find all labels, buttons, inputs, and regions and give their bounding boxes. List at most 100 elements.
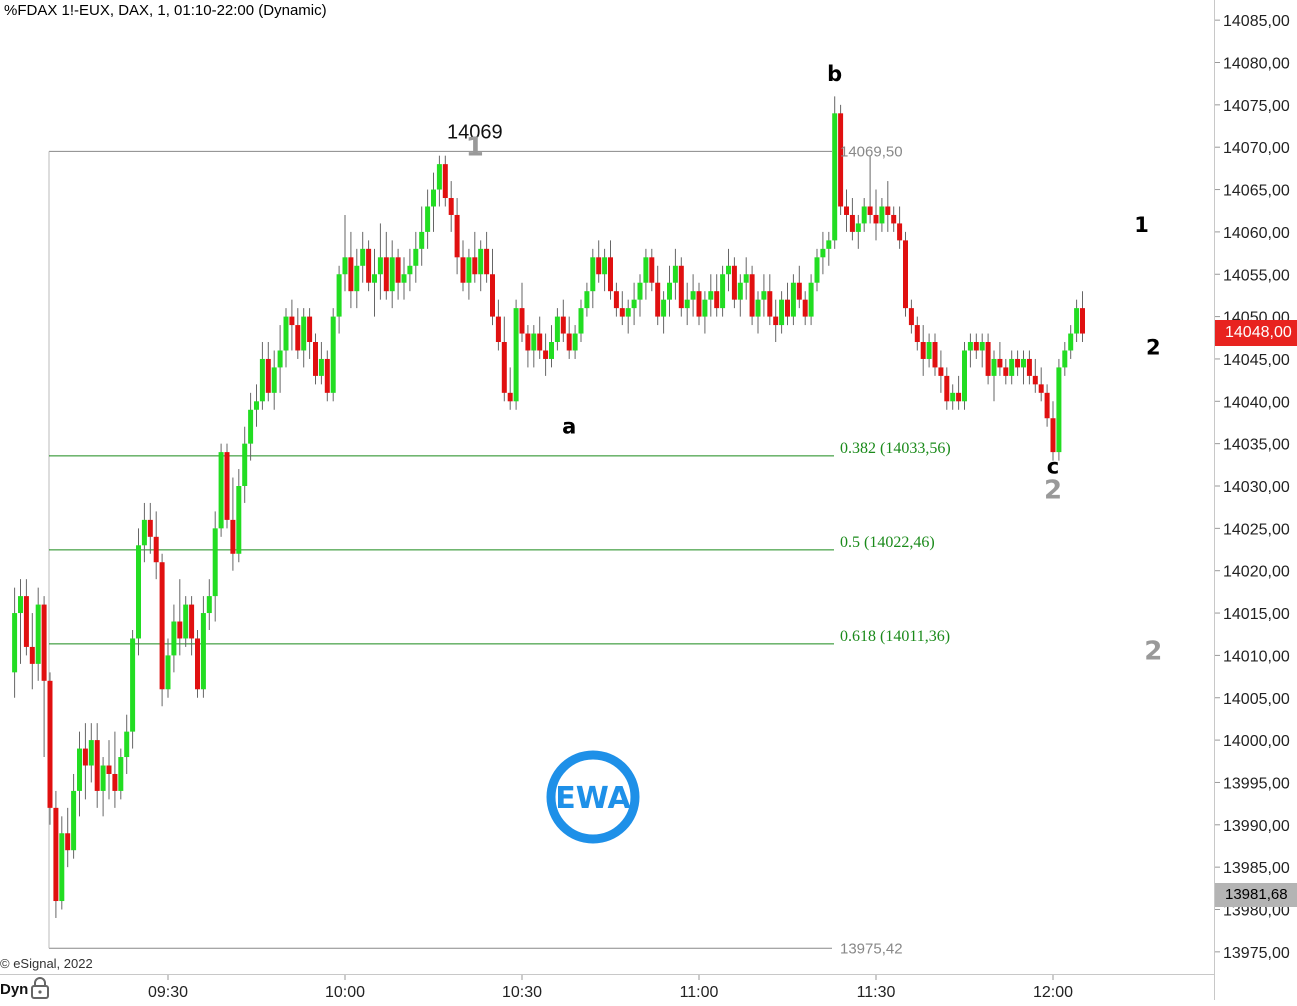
y-tick-label: 14025,00: [1223, 521, 1290, 538]
candle-body: [537, 333, 543, 351]
candle-body: [702, 299, 708, 317]
candle: [330, 308, 336, 402]
candle: [206, 579, 212, 630]
candle: [1068, 325, 1074, 359]
candle-body: [678, 265, 684, 309]
candle-body: [478, 248, 484, 275]
candle-body: [466, 257, 472, 283]
y-tick-label: 14075,00: [1223, 98, 1290, 115]
candle: [413, 231, 419, 283]
candle-body: [366, 248, 372, 283]
candle-body: [189, 604, 195, 639]
candle-body: [342, 257, 348, 275]
candle: [1050, 401, 1056, 461]
candle-body: [826, 240, 832, 249]
dynamic-mode-label[interactable]: Dyn: [0, 981, 29, 998]
copyright-text: © eSignal, 2022: [0, 956, 93, 971]
candle: [389, 240, 395, 309]
candle-body: [136, 545, 141, 639]
candle-body: [425, 206, 431, 232]
candle: [702, 291, 708, 334]
candle-body: [908, 308, 914, 326]
candle-body: [602, 257, 608, 275]
time-axis[interactable]: 09:30 10:00 10:30 11:00 11:30 12:00: [0, 974, 1214, 1001]
y-tick-label: 14045,00: [1223, 352, 1290, 369]
candle: [962, 342, 967, 410]
y-tick-label: 14055,00: [1223, 267, 1290, 284]
candle-body: [336, 274, 342, 317]
candle-body: [549, 342, 554, 359]
candle: [684, 282, 690, 326]
candle: [354, 248, 360, 309]
candle: [1003, 358, 1009, 385]
y-tick-label: 14040,00: [1223, 394, 1290, 411]
candle-body: [23, 596, 29, 647]
x-tick-label: 12:00: [1033, 984, 1073, 1001]
candle: [360, 231, 366, 283]
candle-body: [495, 316, 501, 343]
price-axis[interactable]: 14085,00 14080,00 14075,00 14070,00 14065,00…: [1214, 0, 1297, 1000]
candle: [908, 299, 914, 334]
fibonacci-label: 0.618 (14011,36): [840, 628, 950, 645]
candle-body: [696, 291, 702, 317]
candle-body: [814, 257, 820, 283]
candle: [537, 316, 543, 359]
candle-body: [383, 257, 389, 292]
candles-layer: [12, 96, 1085, 918]
candle-body: [726, 265, 731, 275]
candle-body: [667, 282, 672, 300]
candle-body: [1038, 384, 1044, 393]
candle: [1015, 350, 1021, 376]
candle: [23, 579, 29, 656]
candle: [318, 342, 324, 385]
candle-body: [997, 358, 1003, 368]
candle: [65, 807, 71, 868]
candle: [271, 350, 277, 410]
candle: [490, 248, 495, 326]
candle-body: [737, 282, 743, 300]
y-tick-label: 14030,00: [1223, 479, 1290, 496]
candle-body: [442, 164, 448, 199]
candle-body: [790, 282, 796, 317]
candle: [667, 265, 672, 317]
candle: [165, 638, 171, 698]
candle: [560, 299, 566, 343]
candle-body: [354, 265, 360, 292]
candle-body: [914, 325, 920, 343]
candle-body: [147, 519, 153, 537]
candle: [265, 342, 271, 402]
candle-body: [944, 375, 950, 402]
candle-body: [77, 748, 82, 791]
candle-body: [619, 308, 625, 317]
candle-body: [560, 316, 566, 334]
candle: [507, 367, 513, 410]
candle: [324, 350, 330, 402]
candle: [743, 257, 749, 300]
candle: [903, 231, 908, 317]
candle-body: [313, 342, 318, 376]
candle-body: [844, 206, 849, 215]
candle: [613, 282, 619, 317]
candle-body: [1009, 358, 1015, 376]
candle: [549, 325, 554, 368]
candle: [47, 672, 53, 825]
candle-body: [448, 198, 454, 215]
candle: [342, 214, 348, 292]
candle: [531, 325, 537, 368]
lock-icon[interactable]: [30, 976, 50, 1005]
candle: [950, 384, 956, 410]
candle-body: [94, 740, 100, 791]
candle-body: [885, 206, 891, 215]
candle: [932, 333, 938, 376]
candle-body: [29, 646, 35, 664]
candle: [914, 316, 920, 351]
chart-title: %FDAX 1!-EUX, DAX, 1, 01:10-22:00 (Dynam…: [4, 2, 327, 19]
candle-body: [513, 308, 519, 402]
candle-body: [920, 342, 926, 359]
candle-body: [584, 291, 590, 309]
candle: [672, 248, 678, 300]
candle-body: [419, 231, 425, 249]
candle-body: [1044, 392, 1050, 419]
candle: [849, 198, 855, 241]
